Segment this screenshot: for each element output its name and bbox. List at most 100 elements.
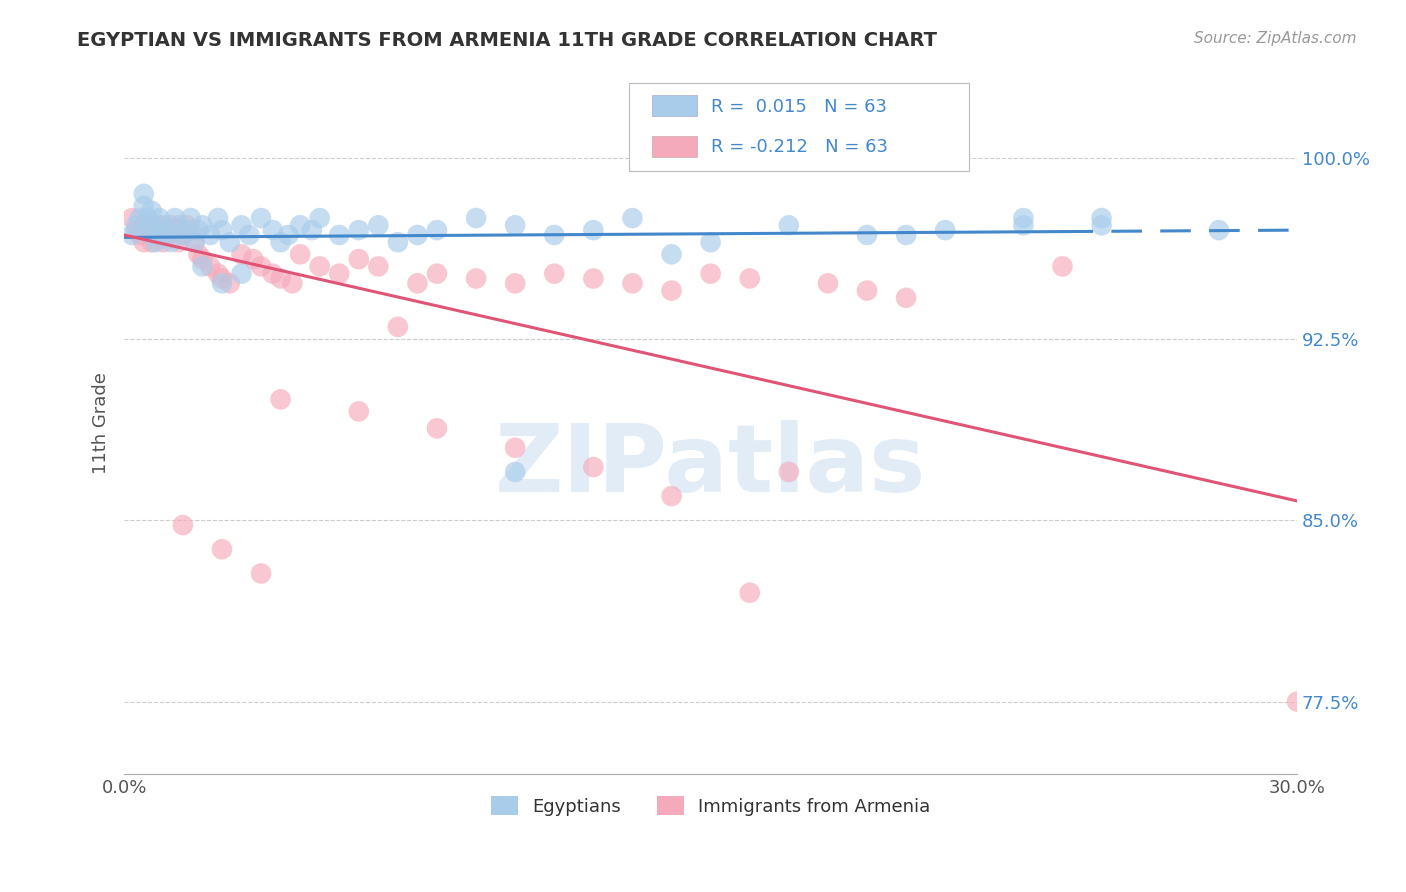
- Point: [167, 219, 190, 233]
- Point: [503, 277, 526, 291]
- Point: [231, 247, 253, 261]
- Point: [172, 227, 194, 242]
- Point: [582, 223, 605, 237]
- Text: ZIPatlas: ZIPatlas: [495, 419, 927, 512]
- Point: [699, 267, 721, 281]
- Point: [543, 227, 565, 242]
- Point: [367, 219, 389, 233]
- Point: [856, 227, 879, 242]
- Point: [211, 277, 233, 291]
- Point: [207, 267, 229, 281]
- Point: [934, 223, 956, 237]
- Point: [121, 211, 143, 225]
- Point: [207, 211, 229, 225]
- Point: [191, 252, 214, 267]
- Point: [621, 211, 644, 225]
- Point: [699, 235, 721, 250]
- Point: [1090, 219, 1112, 233]
- Point: [163, 211, 186, 225]
- Point: [406, 227, 429, 242]
- Point: [308, 211, 330, 225]
- Point: [1090, 211, 1112, 225]
- Point: [136, 223, 159, 237]
- Point: [191, 260, 214, 274]
- Point: [148, 211, 170, 225]
- Point: [1286, 695, 1309, 709]
- Point: [1012, 219, 1035, 233]
- Point: [231, 219, 253, 233]
- Point: [132, 219, 155, 233]
- Point: [125, 223, 148, 237]
- Point: [817, 277, 839, 291]
- Point: [172, 518, 194, 533]
- Point: [778, 219, 800, 233]
- Point: [132, 199, 155, 213]
- Point: [503, 219, 526, 233]
- Point: [218, 277, 240, 291]
- Text: Source: ZipAtlas.com: Source: ZipAtlas.com: [1194, 31, 1357, 46]
- Point: [145, 227, 167, 242]
- Point: [183, 235, 205, 250]
- Point: [191, 219, 214, 233]
- Point: [426, 267, 449, 281]
- Point: [163, 223, 186, 237]
- Point: [328, 267, 350, 281]
- Bar: [652, 136, 696, 157]
- Point: [347, 404, 370, 418]
- Point: [238, 227, 260, 242]
- Point: [465, 211, 488, 225]
- Point: [347, 223, 370, 237]
- Point: [738, 586, 761, 600]
- Point: [141, 203, 163, 218]
- Point: [582, 460, 605, 475]
- Point: [661, 284, 683, 298]
- Point: [211, 223, 233, 237]
- Point: [152, 223, 174, 237]
- Legend: Egyptians, Immigrants from Armenia: Egyptians, Immigrants from Armenia: [481, 788, 939, 825]
- Point: [465, 271, 488, 285]
- Point: [1052, 260, 1074, 274]
- FancyBboxPatch shape: [628, 84, 969, 171]
- Point: [176, 223, 198, 237]
- Point: [281, 277, 304, 291]
- Point: [132, 235, 155, 250]
- Point: [200, 227, 222, 242]
- Point: [145, 223, 167, 237]
- Y-axis label: 11th Grade: 11th Grade: [93, 373, 110, 475]
- Point: [894, 227, 917, 242]
- Point: [160, 219, 183, 233]
- Point: [128, 211, 150, 225]
- Point: [152, 219, 174, 233]
- Point: [308, 260, 330, 274]
- Point: [543, 267, 565, 281]
- Point: [262, 267, 284, 281]
- Point: [132, 186, 155, 201]
- Point: [141, 235, 163, 250]
- Point: [156, 227, 179, 242]
- Point: [152, 235, 174, 250]
- Point: [187, 223, 209, 237]
- Point: [125, 219, 148, 233]
- Point: [328, 227, 350, 242]
- Point: [250, 260, 273, 274]
- Point: [270, 235, 292, 250]
- Point: [270, 271, 292, 285]
- Point: [288, 247, 311, 261]
- Point: [172, 227, 194, 242]
- Point: [661, 247, 683, 261]
- Point: [503, 441, 526, 455]
- Text: EGYPTIAN VS IMMIGRANTS FROM ARMENIA 11TH GRADE CORRELATION CHART: EGYPTIAN VS IMMIGRANTS FROM ARMENIA 11TH…: [77, 31, 938, 50]
- Point: [503, 465, 526, 479]
- Point: [426, 421, 449, 435]
- Point: [200, 260, 222, 274]
- Point: [778, 465, 800, 479]
- Point: [250, 211, 273, 225]
- Point: [288, 219, 311, 233]
- Point: [367, 260, 389, 274]
- Point: [121, 227, 143, 242]
- Point: [145, 235, 167, 250]
- Point: [141, 219, 163, 233]
- Point: [176, 219, 198, 233]
- Point: [250, 566, 273, 581]
- Point: [270, 392, 292, 407]
